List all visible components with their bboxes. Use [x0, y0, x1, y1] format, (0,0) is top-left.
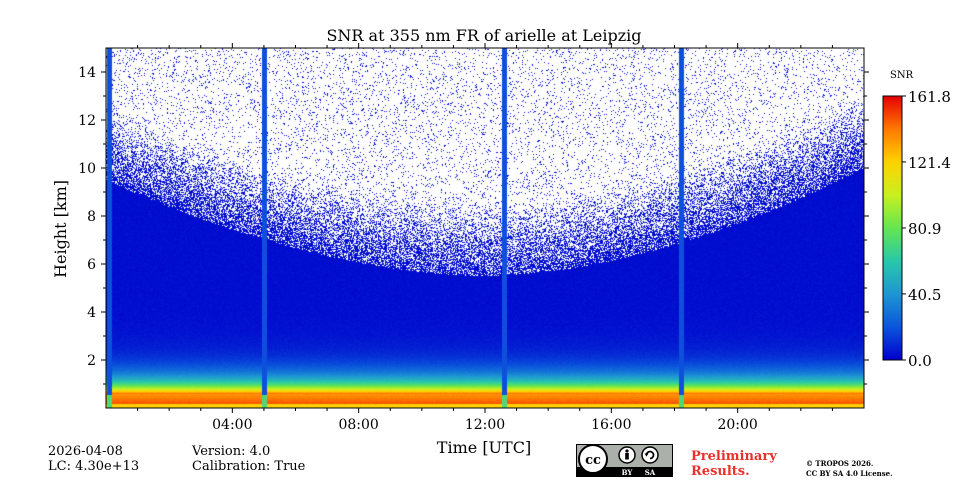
x-tick-label: 12:00: [465, 417, 505, 433]
colorbar-tick-label: 80.9: [908, 220, 941, 238]
cc-icon: [578, 444, 608, 474]
y-axis-label: Height [km]: [51, 180, 70, 278]
colorbar-tick-label: 161.8: [908, 88, 951, 106]
badge-cc-text: cc: [585, 453, 601, 468]
badge-sa-text: SA: [645, 468, 656, 477]
colorbar-tick-label: 40.5: [908, 286, 941, 304]
cc-by-sa-license-badge: cc BY SA: [576, 444, 673, 477]
y-tick-label: 8: [87, 209, 96, 225]
footer-lc: LC: 4.30e+13: [48, 459, 140, 474]
x-tick-label: 20:00: [717, 417, 757, 433]
copyright-line-2: CC BY SA 4.0 License.: [806, 469, 893, 478]
footer-version: Version: 4.0: [192, 444, 271, 459]
plot-area: [106, 48, 864, 408]
x-axis-label: Time [UTC]: [437, 438, 531, 457]
x-tick-label: 08:00: [338, 417, 378, 433]
badge-by-text: BY: [622, 468, 634, 477]
chart-title: SNR at 355 nm FR of arielle at Leipzig: [326, 26, 641, 45]
x-tick-label: 16:00: [591, 417, 631, 433]
y-tick-label: 10: [78, 161, 96, 177]
axes: 04:00 08:00 12:00 16:00 20:00 2 4 6 8 10 12 14: [78, 43, 869, 433]
y-tick-label: 4: [87, 305, 96, 321]
preliminary-line-2: Results.: [691, 464, 750, 479]
colorbar-tick-label: 121.4: [908, 154, 951, 172]
heatmap-raster: [106, 48, 864, 408]
footer-calibration: Calibration: True: [192, 459, 306, 474]
share-alike-icon: [641, 446, 659, 464]
x-tick-label: 04:00: [212, 417, 252, 433]
y-tick-label: 2: [87, 353, 96, 369]
preliminary-results-note: Preliminary Results.: [691, 449, 777, 479]
colorbar-label: SNR: [890, 70, 914, 81]
colorbar: 0.0 40.5 80.9 121.4 161.8: [882, 88, 951, 370]
y-tick-label: 14: [78, 65, 96, 81]
footer-date: 2026-04-08: [48, 444, 123, 459]
preliminary-line-1: Preliminary: [691, 449, 777, 464]
copyright-notice: © TROPOS 2026. CC BY SA 4.0 License.: [806, 459, 893, 479]
y-tick-label: 6: [87, 257, 96, 273]
copyright-line-1: © TROPOS 2026.: [806, 459, 874, 468]
y-tick-label: 12: [78, 113, 96, 129]
colorbar-tick-label: 0.0: [908, 352, 932, 370]
colorbar-gradient: [882, 95, 903, 361]
